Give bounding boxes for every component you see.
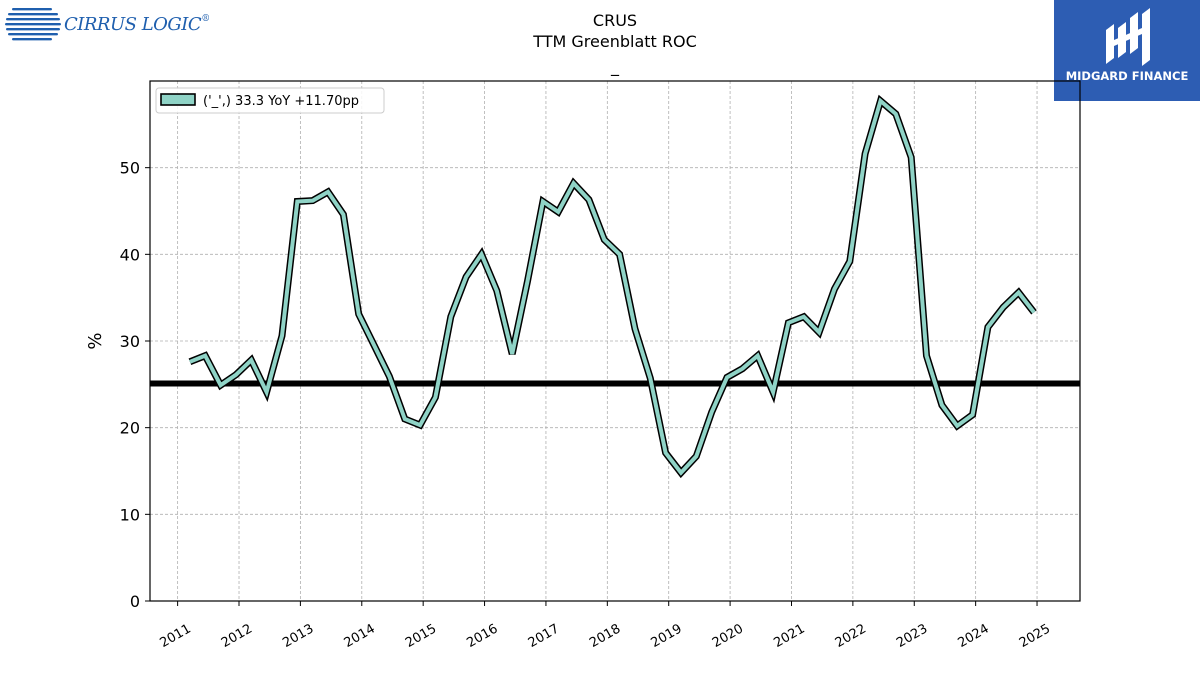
x-tick-label: 2012 bbox=[219, 621, 255, 651]
x-tick-label: 2018 bbox=[587, 621, 623, 651]
midgard-emblem-icon bbox=[1106, 8, 1150, 66]
x-tick-label: 2011 bbox=[157, 621, 193, 651]
axis-layer: 0 10 20 30 40 50 2011 2012 2013 2014 2015 2016 2017 2… bbox=[120, 159, 1053, 651]
y-tick-label: 20 bbox=[120, 419, 140, 438]
x-tick-label: 2013 bbox=[280, 621, 316, 651]
chart-caption: _ bbox=[611, 57, 619, 76]
chart-subtitle: TTM Greenblatt ROC bbox=[533, 32, 697, 51]
x-tick-label: 2025 bbox=[1017, 621, 1053, 651]
x-tick-label: 2016 bbox=[464, 621, 500, 651]
legend-box bbox=[155, 87, 385, 114]
series-layer bbox=[188, 94, 1037, 479]
midgard-finance-wordmark: MIDGARD FINANCE bbox=[1065, 69, 1189, 83]
y-tick-label: 10 bbox=[120, 505, 140, 524]
x-tick-label: 2014 bbox=[342, 621, 378, 651]
x-tick-label: 2023 bbox=[894, 621, 930, 651]
x-tick-label: 2015 bbox=[403, 621, 439, 651]
x-tick-label: 2022 bbox=[833, 621, 869, 651]
legend-label: ('_',) 33.3 YoY +11.70pp bbox=[203, 94, 359, 109]
y-axis-label: % bbox=[85, 332, 106, 349]
cirrus-logic-logo: CIRRUS LOGIC® bbox=[4, 4, 210, 44]
cirrus-logic-wordmark: CIRRUS LOGIC® bbox=[64, 14, 210, 35]
y-tick-label: 40 bbox=[120, 245, 140, 264]
legend: ('_',) 33.3 YoY +11.70pp bbox=[155, 87, 385, 114]
x-tick-label: 2017 bbox=[526, 621, 562, 651]
y-tick-label: 0 bbox=[130, 592, 140, 611]
series-line-outline bbox=[188, 94, 1037, 479]
x-tick-label: 2021 bbox=[771, 621, 807, 651]
y-tick-label: 30 bbox=[120, 332, 140, 351]
legend-swatch bbox=[160, 93, 196, 106]
cirrus-logic-emblem-icon bbox=[5, 8, 61, 41]
x-tick-label: 2024 bbox=[955, 621, 991, 651]
x-tick-label: 2020 bbox=[710, 621, 746, 651]
midgard-finance-logo: MIDGARD FINANCE bbox=[1054, 0, 1200, 101]
chart-title: CRUS bbox=[592, 11, 638, 30]
y-tick-label: 50 bbox=[120, 159, 140, 178]
grid-layer bbox=[150, 81, 1080, 602]
series-line bbox=[189, 97, 1036, 476]
x-tick-label: 2019 bbox=[649, 621, 685, 651]
